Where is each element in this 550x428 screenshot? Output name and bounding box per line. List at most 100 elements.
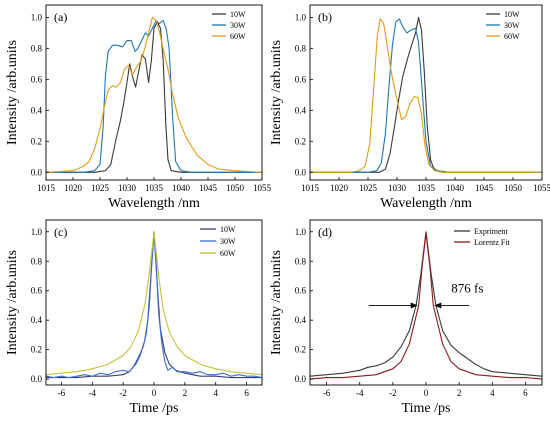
x-tick-label: -6 xyxy=(323,388,331,398)
y-tick-label: 1.0 xyxy=(31,12,43,22)
y-tick-label: 0.6 xyxy=(295,286,307,296)
series-line-b-0 xyxy=(310,16,542,173)
series-line-d-0 xyxy=(309,231,543,377)
x-tick-label: 2 xyxy=(183,388,188,398)
fwhm-arrowhead-left xyxy=(410,302,418,309)
x-tick-label: 0 xyxy=(424,388,429,398)
panel-label: (a) xyxy=(54,10,67,24)
y-tick-label: 0.2 xyxy=(31,136,42,146)
legend-entry: 30W xyxy=(504,21,520,30)
x-tick-label: -2 xyxy=(389,388,397,398)
x-tick-label: 0 xyxy=(152,388,157,398)
legend-entry: 60W xyxy=(504,32,520,41)
y-tick-label: 0.0 xyxy=(295,374,307,384)
y-axis-label: Intensity /arb.units xyxy=(269,40,284,145)
y-axis-label: Intensity /arb.units xyxy=(5,40,20,145)
x-tick-label: 1035 xyxy=(417,183,436,193)
y-tick-label: 0.8 xyxy=(31,256,43,266)
panel-label: (b) xyxy=(318,10,332,24)
x-tick-label: 1035 xyxy=(145,183,164,193)
x-tick-label: 1025 xyxy=(359,183,378,193)
x-tick-label: 1055 xyxy=(533,183,550,193)
legend: 10W 30W 60W xyxy=(212,10,246,41)
series-line-b-2 xyxy=(310,18,542,173)
legend-entry: 10W xyxy=(504,10,520,19)
x-tick-label: 1045 xyxy=(475,183,494,193)
x-tick-label: -2 xyxy=(119,388,127,398)
y-tick-label: 0.4 xyxy=(295,315,307,325)
x-tick-label: 6 xyxy=(523,388,528,398)
y-axis-label: Intensity /arb.units xyxy=(5,250,20,355)
x-axis-label: Wavelength /nm xyxy=(108,196,200,211)
y-tick-label: 1.0 xyxy=(295,12,307,22)
legend-entry: 30W xyxy=(230,21,246,30)
x-tick-label: -4 xyxy=(89,388,97,398)
y-tick-label: 0.4 xyxy=(31,105,43,115)
x-axis-label: Time /ps xyxy=(130,401,179,416)
x-tick-label: 6 xyxy=(244,388,249,398)
series-line-a-2 xyxy=(45,16,263,173)
y-tick-label: 0.2 xyxy=(295,345,306,355)
legend-entry: Expriment xyxy=(474,227,509,236)
y-tick-label: 0.6 xyxy=(31,286,43,296)
panel-c: -6 -4 -2 0 2 4 6 0.0 0.2 0.4 0.6 0.8 1.0 Time /ps Inte… xyxy=(5,219,263,416)
legend-entry: 10W xyxy=(230,10,246,19)
y-tick-label: 0.8 xyxy=(31,43,43,53)
y-tick-label: 0.2 xyxy=(295,136,306,146)
fwhm-label: 876 fs xyxy=(451,280,483,295)
x-tick-label: 1020 xyxy=(330,183,349,193)
fwhm-annotation: 876 fs xyxy=(368,280,483,309)
legend: Expriment Lorentz Fit xyxy=(454,227,511,247)
series-line-d-1 xyxy=(309,232,543,380)
y-tick-label: 1.0 xyxy=(295,227,307,237)
x-tick-label: 1050 xyxy=(226,183,245,193)
panel-label: (c) xyxy=(54,225,67,239)
x-tick-label: 1030 xyxy=(388,183,407,193)
legend: 10W 30W 60W xyxy=(200,225,236,258)
x-tick-label: 1025 xyxy=(91,183,110,193)
legend-entry: 60W xyxy=(230,32,246,41)
x-tick-label: 4 xyxy=(213,388,218,398)
x-tick-label: -4 xyxy=(356,388,364,398)
x-tick-label: 1050 xyxy=(504,183,523,193)
x-tick-label: 1030 xyxy=(118,183,137,193)
series-line-c-2 xyxy=(45,231,263,376)
y-tick-label: 0.6 xyxy=(295,74,307,84)
panel-d: -6 -4 -2 0 2 4 6 0.0 0.2 0.4 0.6 0.8 1.0 Time /ps Inte… xyxy=(269,219,543,416)
panel-a: 1015 1020 1025 1030 1035 1040 1045 1050 1055 0.0 0… xyxy=(5,4,272,211)
x-tick-label: 1040 xyxy=(172,183,191,193)
y-tick-label: 0.8 xyxy=(295,256,307,266)
series-line-a-1 xyxy=(46,19,262,173)
fwhm-arrowhead-right xyxy=(434,302,442,309)
x-axis-label: Time /ps xyxy=(402,401,451,416)
y-tick-label: 0.2 xyxy=(31,345,42,355)
legend-entry: 30W xyxy=(220,237,236,246)
x-tick-label: 1045 xyxy=(199,183,218,193)
x-tick-label: 1040 xyxy=(446,183,465,193)
x-tick-label: -6 xyxy=(58,388,66,398)
y-axis-label: Intensity /arb.units xyxy=(269,250,284,355)
y-tick-label: 0.6 xyxy=(31,74,43,84)
x-tick-label: 1015 xyxy=(37,183,56,193)
series-line-a-0 xyxy=(46,21,262,173)
x-tick-label: 1015 xyxy=(301,183,320,193)
legend-entry: Lorentz Fit xyxy=(474,238,511,247)
x-axis-label: Wavelength /nm xyxy=(380,196,472,211)
x-tick-label: 1020 xyxy=(64,183,83,193)
x-tick-label: 4 xyxy=(490,388,495,398)
x-tick-label: 1055 xyxy=(253,183,272,193)
series-line-b-1 xyxy=(310,18,542,173)
y-tick-label: 0.0 xyxy=(295,167,307,177)
legend-entry: 60W xyxy=(220,249,236,258)
legend-entry: 10W xyxy=(220,225,236,234)
y-tick-label: 0.4 xyxy=(295,105,307,115)
y-tick-label: 1.0 xyxy=(31,227,43,237)
panel-label: (d) xyxy=(318,225,332,239)
panel-b: 1015 1020 1025 1030 1035 1040 1045 1050 1055 0.0 0… xyxy=(269,4,550,211)
y-tick-label: 0.0 xyxy=(31,374,43,384)
x-tick-label: 2 xyxy=(457,388,462,398)
y-tick-label: 0.0 xyxy=(31,167,43,177)
legend: 10W 30W 60W xyxy=(486,10,520,41)
y-tick-label: 0.4 xyxy=(31,315,43,325)
